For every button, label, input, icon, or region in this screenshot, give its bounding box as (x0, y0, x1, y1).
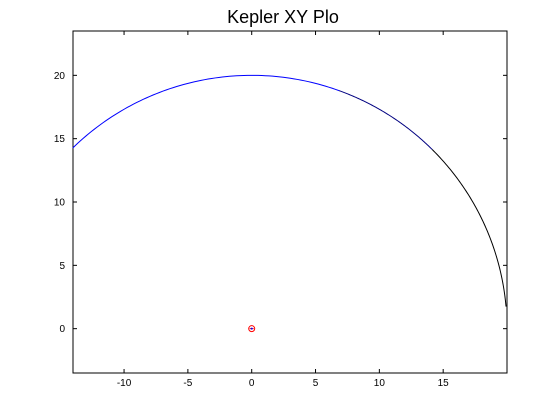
x-tick-label: 10 (374, 378, 386, 389)
y-tick-label: 0 (59, 324, 65, 335)
x-tick-label: -10 (117, 378, 132, 389)
orbit-layer (72, 74, 507, 307)
ticks-layer: -10 -5 0 5 10 15 0 5 10 15 20 (54, 31, 507, 389)
focus-marker-center (250, 327, 253, 330)
orbit-path-segment (431, 149, 507, 307)
y-tick-label: 15 (54, 134, 66, 145)
marker-layer (248, 325, 256, 333)
plot-frame (72, 30, 508, 374)
chart-title: Kepler XY Plo (227, 7, 339, 27)
y-tick-label: 10 (54, 198, 66, 209)
orbit-path-segment (72, 74, 340, 149)
y-tick-label: 5 (59, 261, 65, 272)
x-tick-label: 5 (313, 378, 319, 389)
x-tick-label: 0 (249, 378, 255, 389)
focus-marker-ring (248, 325, 256, 333)
x-tick-label: -5 (183, 378, 192, 389)
x-tick-label: 15 (438, 378, 450, 389)
orbit-path-segment (338, 90, 433, 150)
y-tick-label: 20 (54, 71, 66, 82)
